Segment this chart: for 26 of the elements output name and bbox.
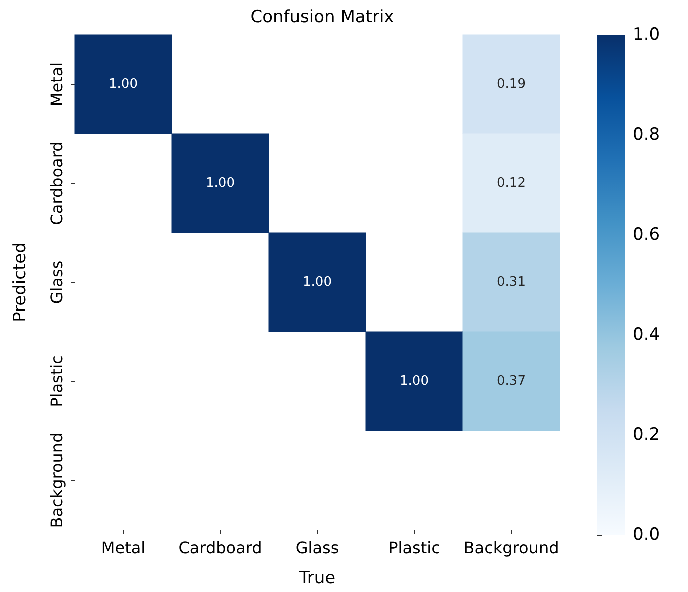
data-label: 1.00 — [400, 374, 429, 389]
y-axis-title: Predicted — [10, 242, 30, 322]
color-bar-label: 1.0 — [633, 25, 660, 45]
color-bar-label: 0.8 — [633, 125, 660, 145]
x-tick-label: Plastic — [388, 538, 440, 558]
x-tick-label: Background — [464, 538, 560, 558]
data-label: 0.37 — [497, 374, 526, 389]
x-axis-title: True — [298, 568, 336, 588]
data-label: 1.00 — [206, 176, 235, 191]
y-tick-label: Metal — [48, 62, 66, 107]
x-tick-label: Cardboard — [178, 538, 262, 558]
x-tick-label: Metal — [101, 538, 146, 558]
x-tick-label: Glass — [296, 538, 340, 558]
chart-title: Confusion Matrix — [250, 8, 394, 28]
y-tick-label: Glass — [48, 260, 66, 304]
y-tick-label: Plastic — [48, 356, 66, 408]
data-label: 1.00 — [109, 77, 138, 92]
data-label: 0.12 — [497, 176, 526, 191]
y-tick-label: Cardboard — [48, 142, 66, 226]
color-bar-label: 0.6 — [633, 225, 660, 245]
color-bar-label: 0.4 — [633, 325, 660, 345]
color-bar-label: 0.2 — [633, 425, 660, 445]
data-label: 1.00 — [303, 275, 332, 290]
color-bar-label: 0.0 — [633, 525, 660, 545]
data-label: 0.31 — [497, 275, 526, 290]
data-label: 0.19 — [497, 77, 526, 92]
